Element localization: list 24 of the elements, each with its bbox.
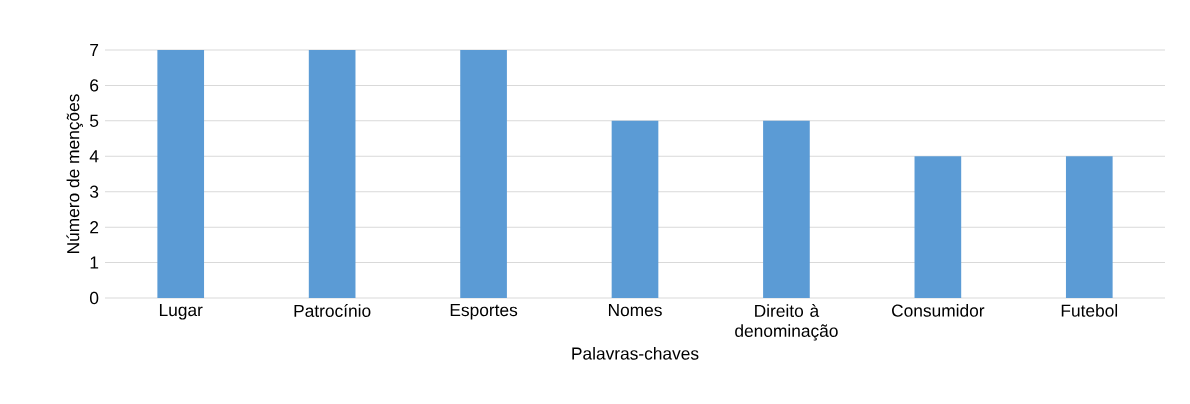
y-tick-label: 5 [90,114,99,127]
y-axis-title: Número de menções [66,94,83,254]
bar [611,120,659,298]
bar [460,50,507,298]
bar [157,50,205,298]
y-tick-label: 0 [89,291,99,305]
y-tick-label: 3 [89,185,99,198]
y-tick-label: 7 [90,44,99,56]
bar [763,120,810,298]
x-tick-label: Futebol [1061,304,1118,317]
y-tick-label: 1 [90,256,99,269]
x-tick-label: Patrocínio [294,304,371,317]
y-tick-label: 6 [90,79,99,92]
x-tick-label: Esportes [450,304,518,320]
bar [1065,156,1113,298]
x-tick-label: Lugar [159,304,203,320]
x-axis-title: Palavras-chaves [572,346,699,360]
x-tick-label: Consumidor [892,304,985,317]
bar [308,50,356,298]
y-tick-label: 4 [89,150,99,163]
x-tick-label: Nomes [608,304,662,317]
y-tick-label: 2 [90,221,99,234]
bar [914,156,962,298]
x-tick-label: Direito à denominação [735,304,838,341]
